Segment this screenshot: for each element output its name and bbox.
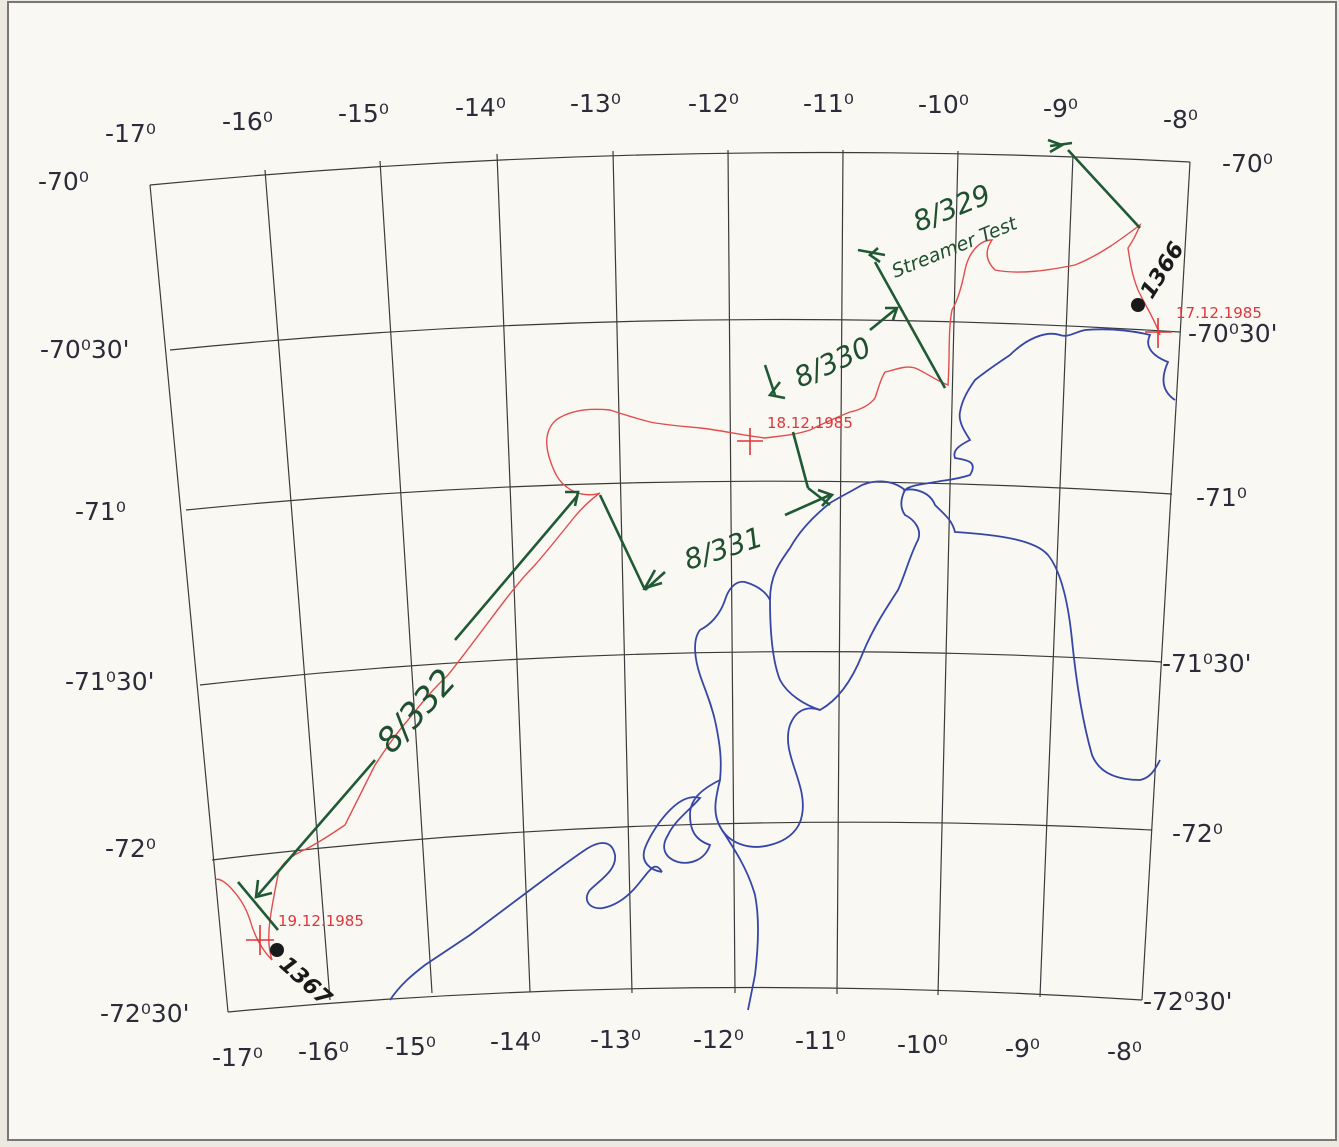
lon-bottom-label: -11⁰ — [795, 1026, 846, 1055]
lon-top-label: -15⁰ — [338, 99, 389, 128]
lat-left-label: -72⁰30' — [100, 999, 190, 1028]
lat-left-label: -71⁰ — [75, 497, 126, 526]
meridian-10 — [937, 150, 959, 996]
coastline-peninsula — [769, 480, 920, 711]
lat-left-label: -70⁰ — [38, 167, 89, 196]
lon-top-label: -16⁰ — [222, 107, 273, 136]
coastline — [389, 328, 1176, 1011]
lat-right-label: -72⁰ — [1172, 819, 1223, 848]
lat-right-label: -70⁰ — [1222, 149, 1273, 178]
date-marker-19-12: 19.12.1985 — [246, 912, 364, 955]
lat-right-label: -72⁰30' — [1143, 987, 1233, 1016]
lon-bottom-label: -17⁰ — [212, 1043, 263, 1072]
lon-top-label: -12⁰ — [688, 89, 739, 118]
lon-top-label: -9⁰ — [1043, 94, 1078, 123]
meridian-9 — [1039, 154, 1074, 998]
date-marker-17-12: 17.12.1985 — [1145, 304, 1262, 348]
lon-top-label: -11⁰ — [803, 89, 854, 118]
parallel-71-30 — [199, 651, 1163, 686]
parallel-72-30 — [227, 986, 1143, 1013]
date-label: 19.12.1985 — [278, 912, 364, 930]
date-label: 17.12.1985 — [1176, 304, 1262, 322]
lat-left-label: -70⁰30' — [40, 335, 130, 364]
ship-track — [214, 222, 1161, 961]
lon-top-label: -13⁰ — [570, 89, 621, 118]
longitude-labels-bottom: -17⁰ -16⁰ -15⁰ -14⁰ -13⁰ -12⁰ -11⁰ -10⁰ … — [212, 1025, 1142, 1072]
date-marker-18-12: 18.12.1985 — [737, 414, 853, 455]
lon-bottom-label: -10⁰ — [897, 1030, 948, 1059]
coastline-south — [721, 829, 759, 1011]
meridian-13 — [612, 150, 633, 994]
lat-left-label: -71⁰30' — [65, 667, 155, 696]
lon-bottom-label: -13⁰ — [590, 1025, 641, 1054]
meridian-15 — [379, 160, 433, 994]
lon-bottom-label: -9⁰ — [1005, 1034, 1040, 1063]
lon-top-label: -10⁰ — [918, 90, 969, 119]
coastline-inlet — [642, 779, 721, 873]
lon-bottom-label: -8⁰ — [1107, 1037, 1142, 1066]
latitude-labels-right: -70⁰ -70⁰30' -71⁰ -71⁰30' -72⁰ -72⁰30' — [1143, 149, 1278, 1016]
coastline-southwest — [389, 842, 663, 1001]
lat-right-label: -70⁰30' — [1188, 319, 1278, 348]
lon-bottom-label: -14⁰ — [490, 1027, 541, 1056]
lat-left-label: -72⁰ — [105, 834, 156, 863]
parallel-70-30 — [169, 318, 1181, 351]
map-frame — [7, 1, 1337, 1141]
parallel-71 — [185, 480, 1173, 511]
lon-bottom-label: -16⁰ — [298, 1037, 349, 1066]
coastline-main — [902, 328, 1176, 781]
lat-right-label: -71⁰30' — [1162, 649, 1252, 678]
lat-right-label: -71⁰ — [1196, 483, 1247, 512]
station-dot — [270, 943, 284, 957]
meridian-12 — [727, 149, 736, 994]
parallel-70 — [149, 151, 1191, 186]
lon-top-label: -17⁰ — [105, 119, 156, 148]
meridian-17 — [149, 184, 229, 1013]
date-markers: 17.12.1985 18.12.1985 19.12.1985 — [246, 304, 1262, 955]
station-dot — [1131, 298, 1145, 312]
ship-track-line — [214, 222, 1161, 961]
longitude-labels-top: -17⁰ -16⁰ -15⁰ -14⁰ -13⁰ -12⁰ -11⁰ -10⁰ … — [105, 89, 1198, 148]
lon-top-label: -8⁰ — [1163, 105, 1198, 134]
lon-bottom-label: -15⁰ — [385, 1032, 436, 1061]
lon-top-label: -14⁰ — [455, 93, 506, 122]
latitude-labels-left: -70⁰ -70⁰30' -71⁰ -71⁰30' -72⁰ -72⁰30' — [38, 167, 190, 1028]
meridian-8 — [1141, 161, 1191, 1001]
date-label: 18.12.1985 — [767, 414, 853, 432]
meridian-16 — [264, 169, 331, 1001]
lon-bottom-label: -12⁰ — [693, 1025, 744, 1054]
meridian-11 — [836, 149, 844, 995]
